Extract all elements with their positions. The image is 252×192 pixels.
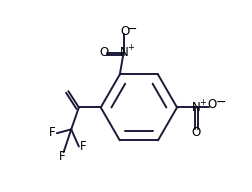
Text: O: O — [207, 98, 216, 111]
Text: O: O — [99, 46, 108, 59]
Text: +: + — [126, 43, 133, 52]
Text: +: + — [199, 98, 205, 107]
Text: O: O — [191, 126, 200, 139]
Text: F: F — [49, 126, 55, 139]
Text: O: O — [119, 25, 129, 38]
Text: N: N — [191, 101, 200, 114]
Text: −: − — [214, 96, 225, 109]
Text: −: − — [127, 23, 137, 36]
Text: F: F — [79, 140, 86, 153]
Text: N: N — [120, 46, 129, 59]
Text: F: F — [59, 150, 66, 163]
